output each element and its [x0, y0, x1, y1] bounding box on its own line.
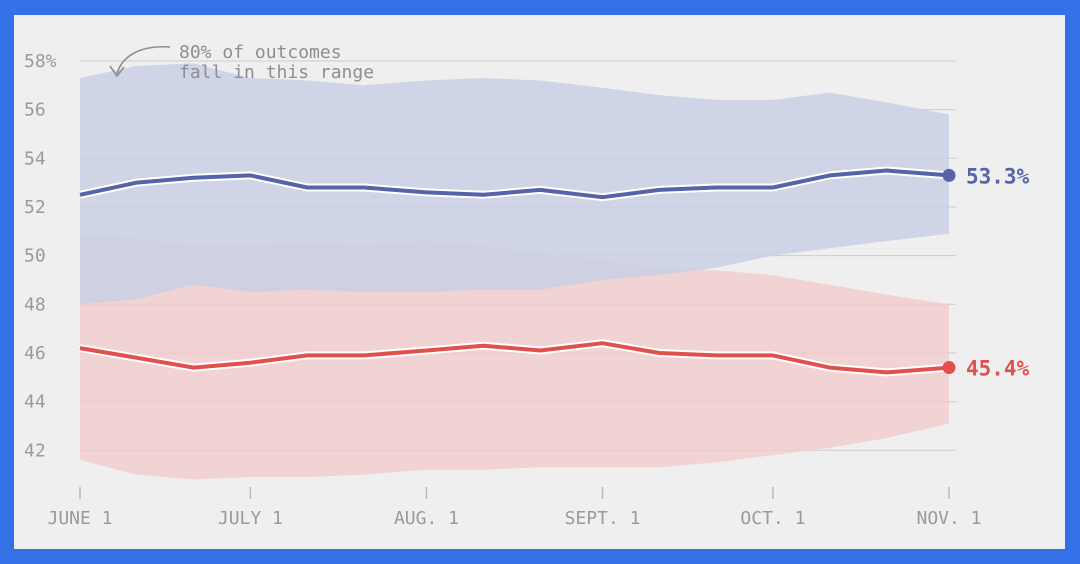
range-annotation: 80% of outcomes fall in this range	[109, 42, 374, 83]
y-tick-label: 56	[24, 100, 46, 121]
x-tick-label: JULY 1	[218, 508, 283, 529]
x-tick-label: JUNE 1	[47, 508, 112, 529]
y-tick-label: 42	[24, 440, 46, 461]
series-end-labels: 53.3% 45.4%	[942, 164, 1030, 381]
blue-end-dot	[942, 168, 956, 182]
y-tick-label: 52	[24, 197, 46, 218]
x-tick-label: NOV. 1	[916, 508, 981, 529]
red-end-label: 45.4%	[966, 357, 1030, 381]
uncertainty-bands	[80, 63, 949, 480]
annotation-arrowhead-icon	[109, 65, 125, 78]
chart-frame: 42 44 46 48 50 52 54 56 58% JUNE 1 JULY 1 AUG. 1 SE…	[14, 15, 1065, 549]
x-tick-label: SEPT. 1	[565, 508, 641, 529]
x-tick-label: AUG. 1	[394, 508, 459, 529]
y-tick-label: 46	[24, 343, 46, 364]
red-end-dot	[942, 361, 956, 375]
red-band	[80, 233, 949, 480]
series-lines	[79, 166, 950, 377]
y-tick-label: 48	[24, 294, 46, 315]
blue-end-label: 53.3%	[966, 164, 1030, 188]
annotation-arrow-icon	[116, 45, 171, 75]
annotation-line-2: fall in this range	[179, 62, 374, 83]
x-tick-label: OCT. 1	[740, 508, 805, 529]
blue-band	[80, 63, 949, 305]
red-line	[79, 341, 950, 375]
y-tick-label: 54	[24, 148, 46, 169]
forecast-chart: 42 44 46 48 50 52 54 56 58% JUNE 1 JULY 1 AUG. 1 SE…	[24, 42, 1030, 529]
y-tick-label: 50	[24, 246, 46, 267]
annotation-line-1: 80% of outcomes	[179, 42, 342, 63]
x-axis-ticks: JUNE 1 JULY 1 AUG. 1 SEPT. 1 OCT. 1 NOV. 1	[47, 487, 982, 529]
blue-line	[79, 168, 950, 200]
y-axis-ticks: 42 44 46 48 50 52 54 56 58%	[24, 51, 57, 461]
y-tick-label: 44	[24, 392, 46, 413]
y-tick-label: 58%	[24, 51, 57, 72]
